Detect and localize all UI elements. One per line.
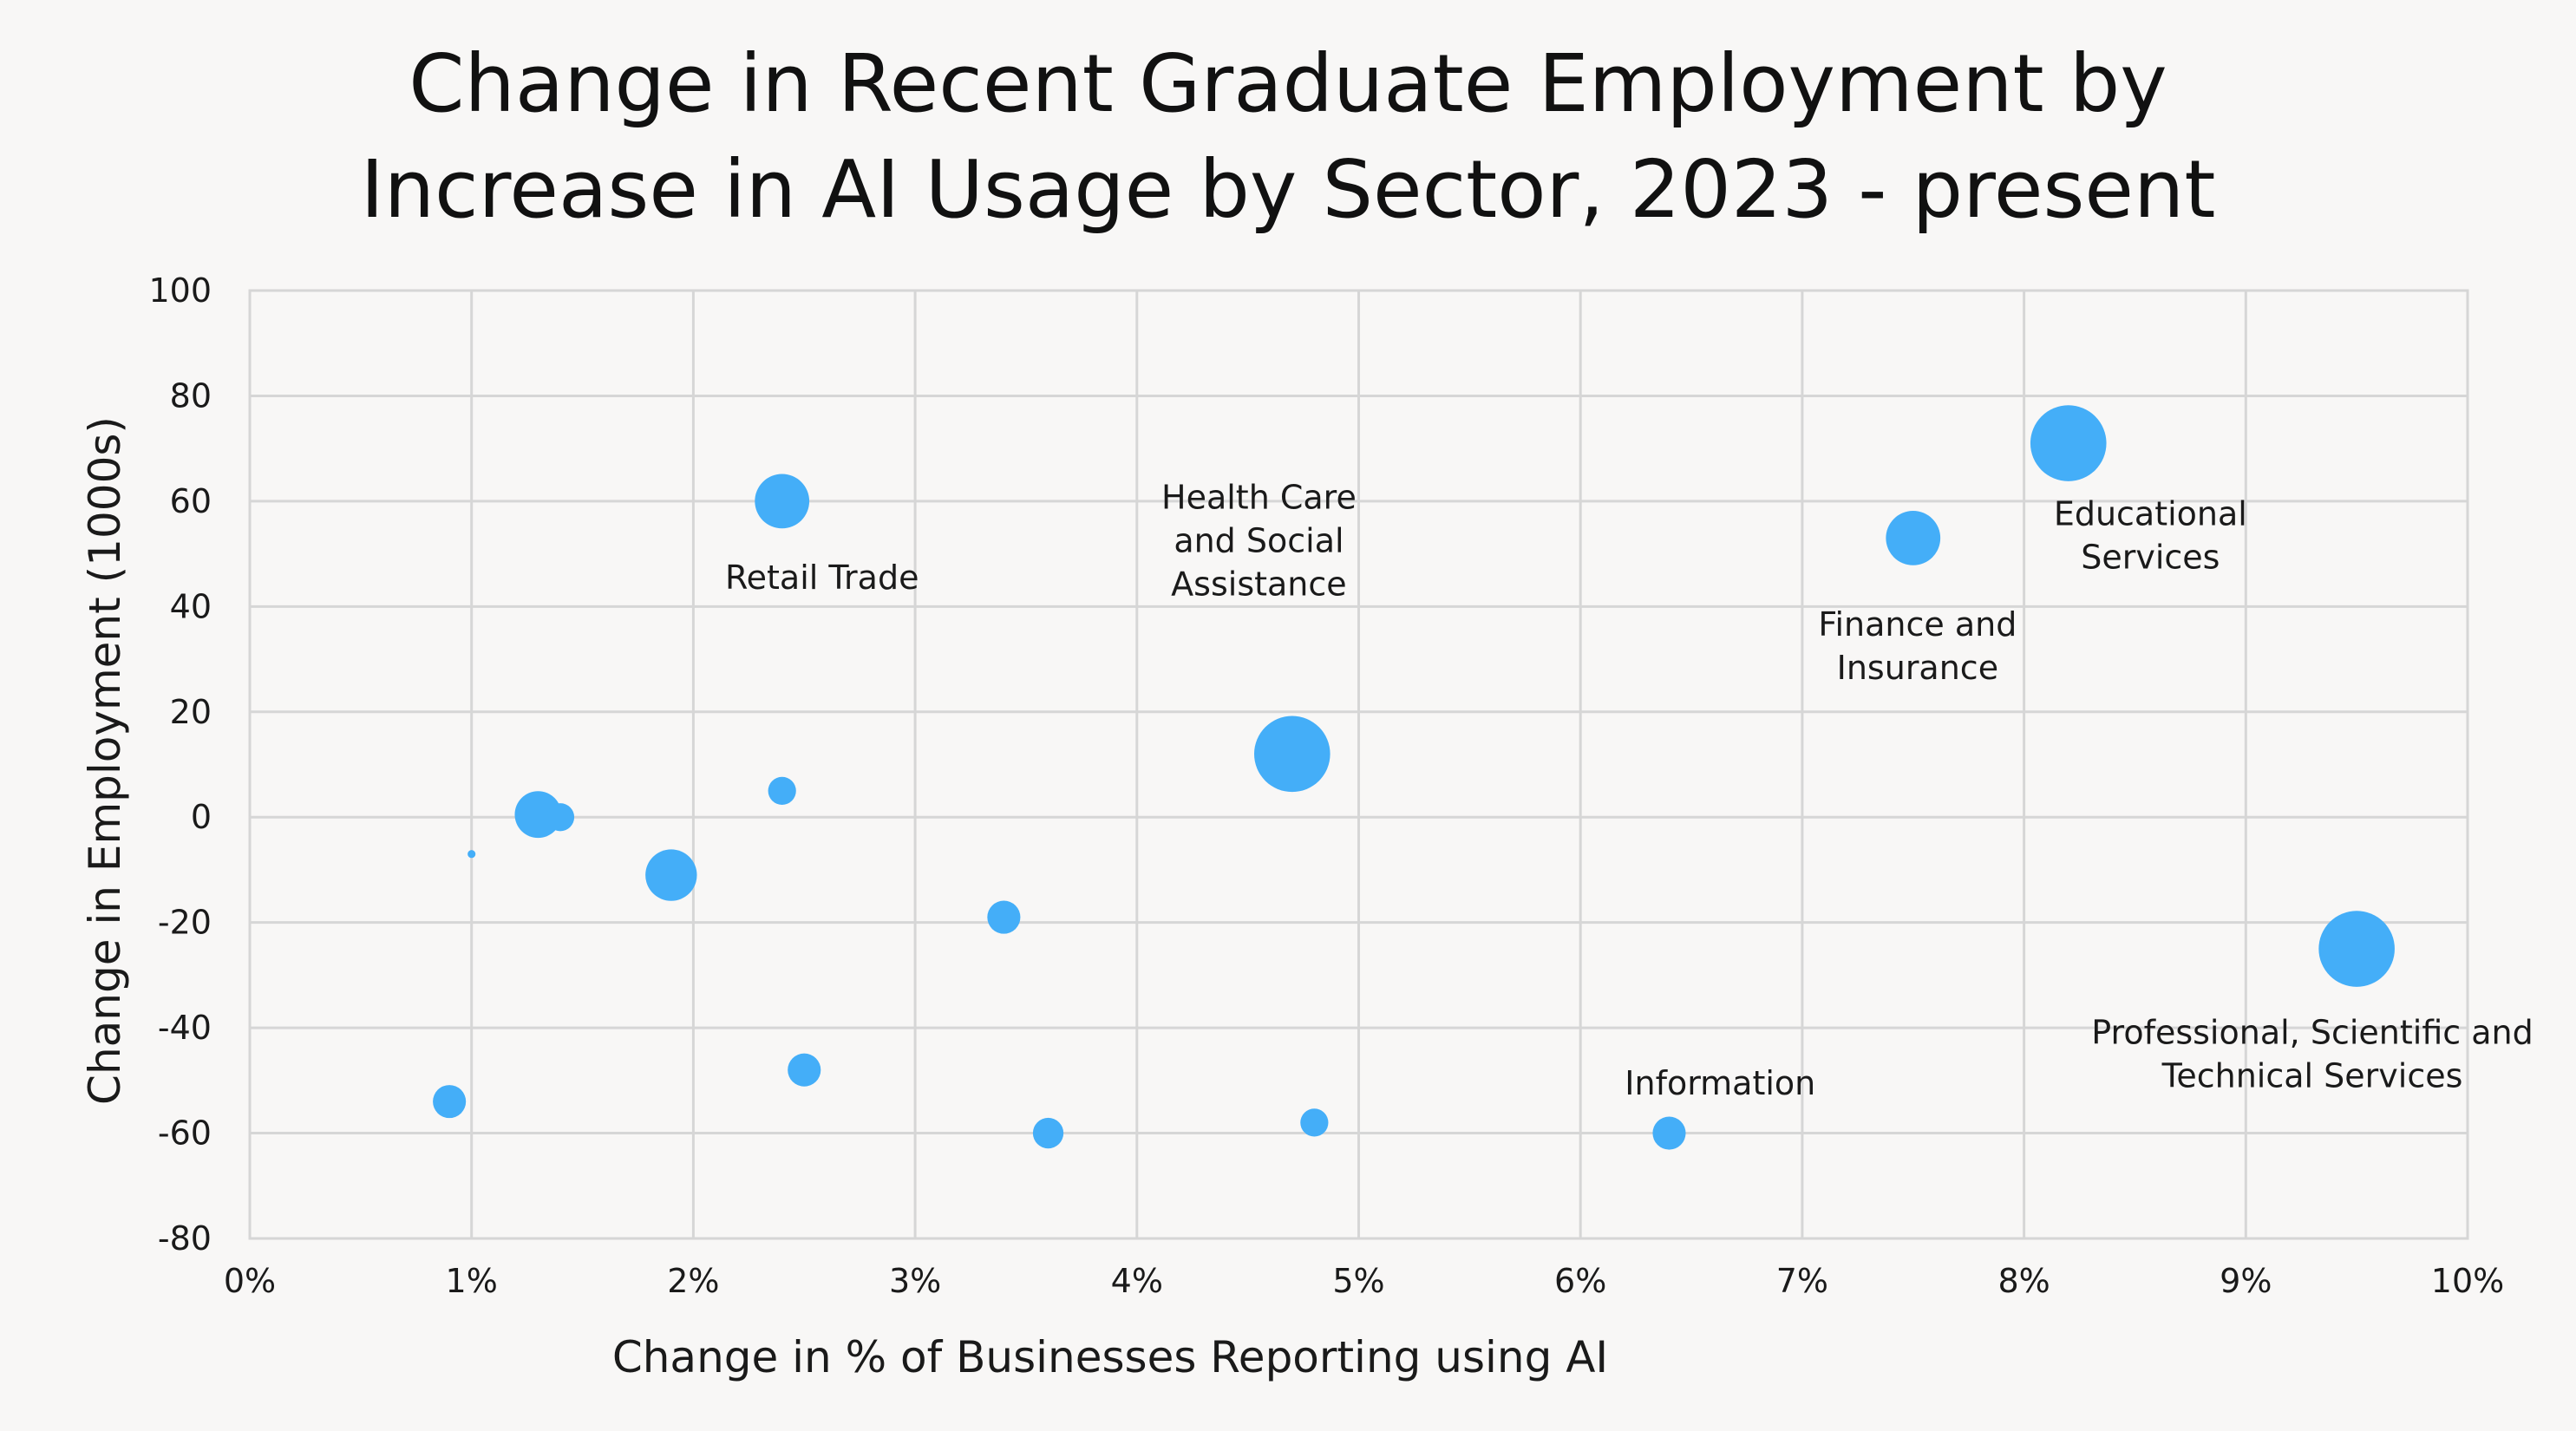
annotation-label: Retail Trade — [725, 559, 919, 597]
annotation-line: Insurance — [1837, 649, 1998, 687]
bubble-point — [1652, 1116, 1686, 1150]
annotation-line: Finance and — [1818, 605, 2017, 644]
y-tick-label: 100 — [148, 271, 212, 310]
annotation-line: Assistance — [1171, 565, 1347, 603]
bubble-point — [987, 900, 1021, 934]
gridlines — [248, 289, 2469, 1240]
y-tick-label: 0 — [191, 798, 212, 836]
x-tick-label: 5% — [1332, 1262, 1384, 1300]
annotation-line: Services — [2081, 538, 2220, 576]
annotation-label: Information — [1625, 1064, 1815, 1102]
y-axis-ticks: -80 -60 -40 -20 0 20 40 60 80 100 — [148, 271, 212, 1258]
x-axis-ticks: 0% 1% 2% 3% 4% 5% 6% 7% 8% 9% 10% — [224, 1262, 2504, 1300]
y-tick-label: -80 — [158, 1219, 212, 1258]
bubble-point — [1300, 1108, 1329, 1137]
bubble-point — [755, 474, 810, 529]
y-tick-label: -60 — [158, 1114, 212, 1153]
y-tick-label: 60 — [170, 482, 212, 520]
x-tick-label: 6% — [1554, 1262, 1606, 1300]
annotation-line: Educational — [2054, 494, 2247, 533]
y-axis-label: Change in Employment (1000s) — [80, 416, 130, 1105]
x-tick-label: 0% — [224, 1262, 276, 1300]
annotation-label: Health Care and Social Assistance — [1161, 478, 1357, 603]
annotation-label: Professional, Scientific and Technical Se… — [2091, 1013, 2533, 1094]
plot-area-frame — [248, 289, 2469, 1240]
annotation-line: Technical Services — [2161, 1056, 2463, 1094]
y-tick-label: 20 — [170, 693, 212, 731]
x-tick-label: 10% — [2431, 1262, 2504, 1300]
annotation-line: Professional, Scientific and — [2091, 1013, 2533, 1051]
x-axis-label: Change in % of Businesses Reporting usin… — [612, 1332, 1608, 1382]
bubble-point — [2030, 405, 2107, 481]
y-tick-label: -20 — [158, 904, 212, 942]
annotation-label: Educational Services — [2054, 494, 2247, 576]
x-tick-label: 3% — [889, 1262, 941, 1300]
x-tick-label: 7% — [1776, 1262, 1828, 1300]
bubble-point — [467, 850, 476, 859]
bubble-point — [645, 849, 697, 901]
chart-title: Change in Recent Graduate Employment by … — [361, 37, 2216, 236]
bubble-series — [433, 405, 2395, 1150]
bubble-point — [1253, 716, 1330, 793]
x-tick-label: 4% — [1111, 1262, 1163, 1300]
bubble-point — [433, 1085, 467, 1119]
y-tick-label: 40 — [170, 587, 212, 625]
bubble-point — [1032, 1117, 1064, 1149]
bubble-point — [2318, 911, 2395, 987]
x-tick-label: 9% — [2220, 1262, 2272, 1300]
x-tick-label: 2% — [667, 1262, 719, 1300]
annotation-line: Retail Trade — [725, 559, 919, 597]
annotations: Retail Trade Health Care and Social Assista… — [725, 478, 2534, 1101]
annotation-line: Information — [1625, 1064, 1815, 1102]
bubble-point — [788, 1053, 821, 1087]
chart-title-line-2: Increase in AI Usage by Sector, 2023 - p… — [361, 143, 2216, 236]
annotation-line: Health Care — [1161, 478, 1357, 516]
bubble-point — [546, 803, 575, 832]
y-tick-label: 80 — [170, 376, 212, 415]
x-tick-label: 8% — [1997, 1262, 2050, 1300]
annotation-label: Finance and Insurance — [1818, 605, 2017, 687]
annotation-line: and Social — [1174, 521, 1344, 559]
bubble-point — [1886, 511, 1941, 565]
bubble-point — [768, 776, 796, 805]
y-tick-label: -40 — [158, 1009, 212, 1047]
chart-title-line-1: Change in Recent Graduate Employment by — [409, 37, 2167, 130]
x-tick-label: 1% — [446, 1262, 498, 1300]
